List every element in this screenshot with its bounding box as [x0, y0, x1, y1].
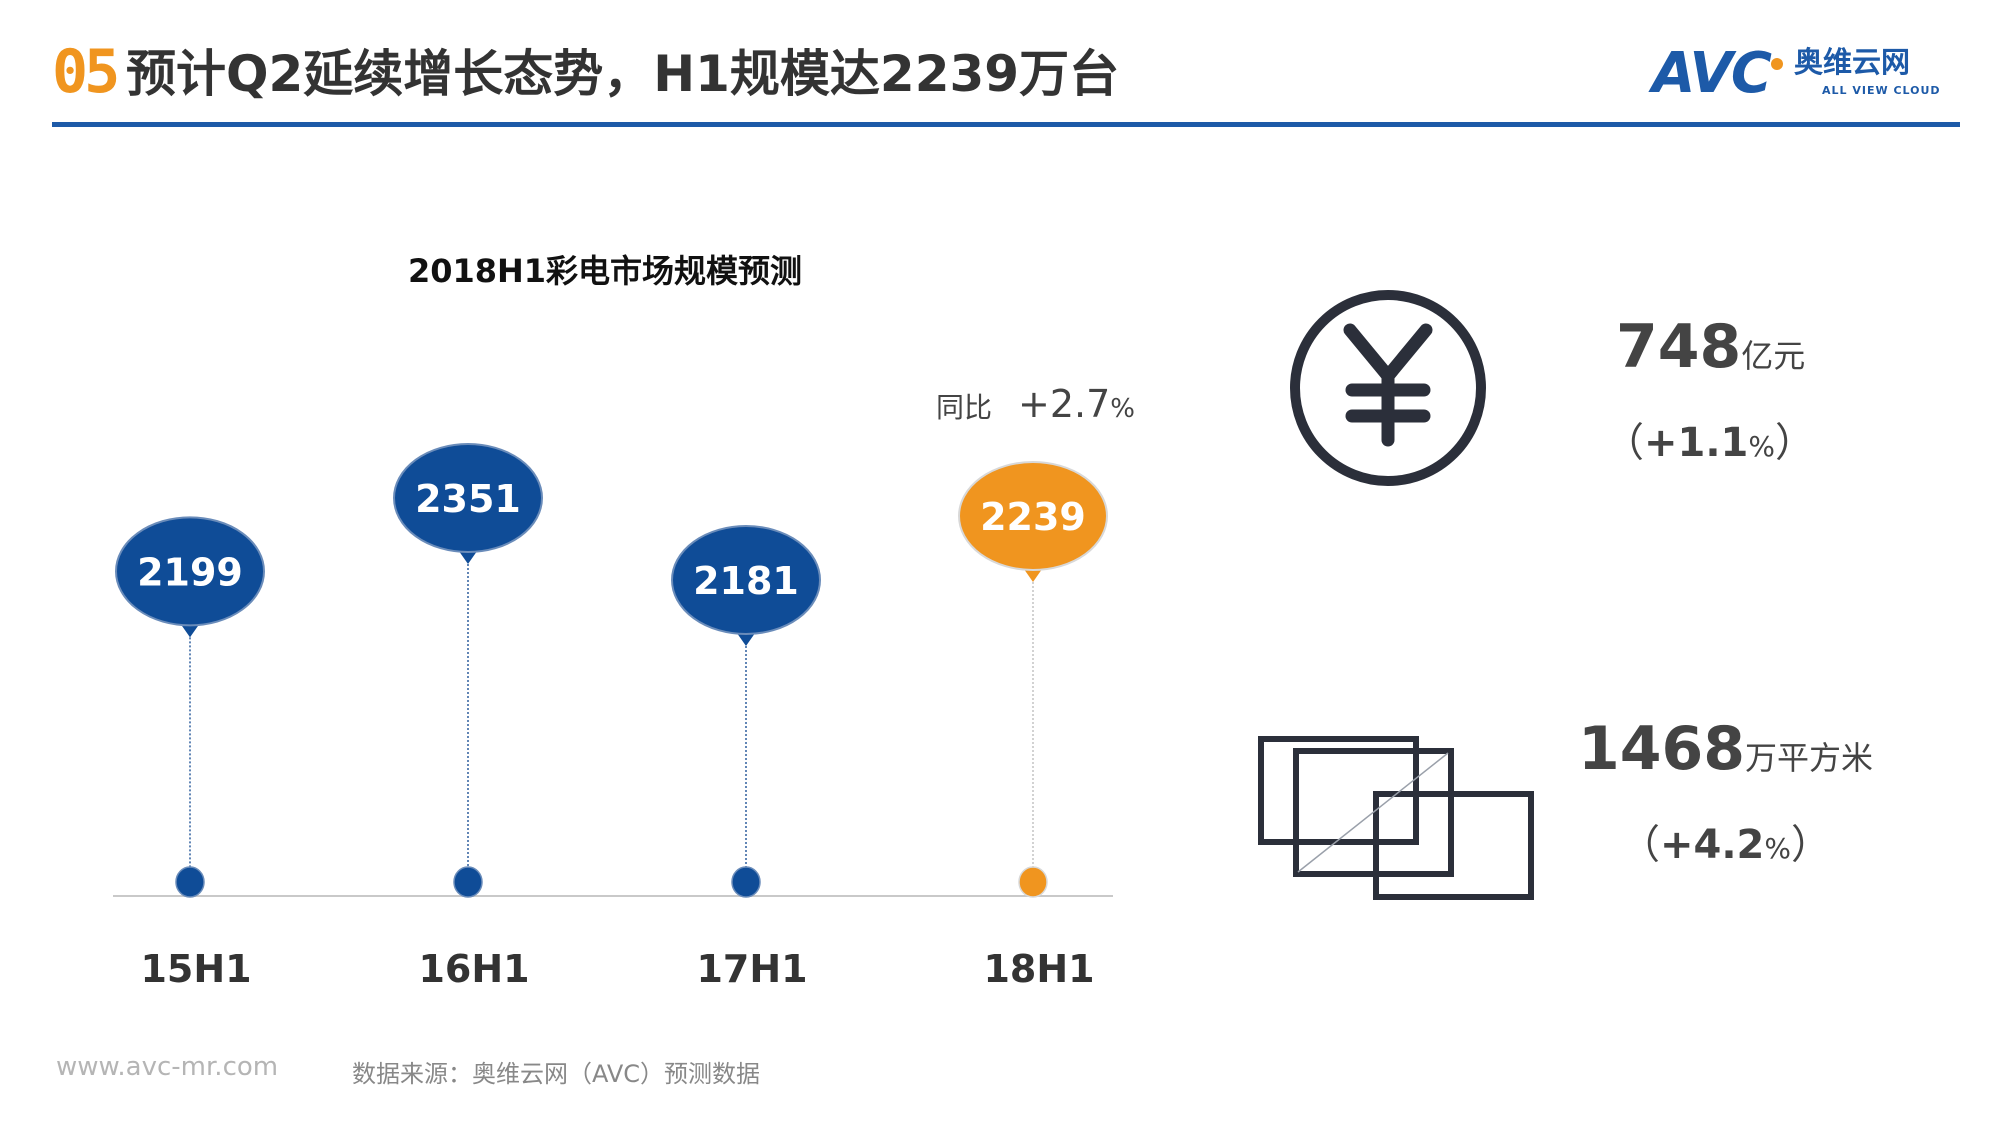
area-stat: 1468万平方米 [1578, 714, 1873, 784]
area-change-value: +4.2 [1660, 822, 1765, 868]
category-label: 17H1 [696, 947, 807, 991]
chart-title: 2018H1彩电市场规模预测 [407, 252, 803, 290]
yoy-annotation: 同比 +2.7% [936, 382, 1135, 426]
revenue-stat: 748亿元 [1616, 312, 1805, 382]
yoy-unit: % [1110, 394, 1136, 424]
pin-bubble [393, 443, 543, 553]
revenue-change-value: +1.1 [1644, 420, 1749, 466]
yoy-value: +2.7 [1018, 382, 1111, 426]
logo-name-en: ALL VIEW CLOUD [1822, 84, 1941, 97]
logo-dot [1771, 58, 1783, 70]
pin-dot [453, 866, 483, 898]
section-number: 05 [52, 37, 120, 107]
category-label: 18H1 [983, 947, 1094, 991]
screens-icon [1258, 736, 1534, 900]
area-value: 1468 [1578, 714, 1745, 784]
area-unit: 万平方米 [1745, 739, 1874, 777]
revenue-change: （+1.1%） [1604, 420, 1815, 466]
data-label: 2239 [980, 495, 1086, 539]
avc-logo: AVC 奥维云网 ALL VIEW CLOUD [1652, 44, 1962, 104]
pin-dot [175, 866, 205, 898]
logo-name-cn: 奥维云网 [1794, 45, 1911, 79]
header-divider [52, 122, 1960, 127]
pin-bubble [115, 516, 265, 627]
pin-dot [731, 866, 761, 898]
pin-bubble [671, 525, 821, 635]
page-title: 预计Q2延续增长态势，H1规模达2239万台 [126, 45, 1120, 103]
pin-dot [1018, 866, 1048, 898]
category-label: 15H1 [140, 947, 251, 991]
revenue-value: 748 [1616, 312, 1742, 382]
yoy-label: 同比 [936, 391, 993, 424]
yen-icon [1290, 290, 1486, 486]
data-label: 2181 [693, 559, 799, 603]
footer-url[interactable]: www.avc-mr.com [56, 1052, 279, 1082]
data-label: 2199 [137, 550, 243, 594]
pin-bubble [958, 461, 1108, 571]
revenue-unit: 亿元 [1741, 337, 1806, 375]
category-label: 16H1 [418, 947, 529, 991]
footer-source: 数据来源：奥维云网（AVC）预测数据 [352, 1060, 761, 1088]
area-change: （+4.2%） [1620, 822, 1831, 868]
data-label: 2351 [415, 477, 521, 521]
logo-brand: AVC [1652, 41, 1772, 106]
